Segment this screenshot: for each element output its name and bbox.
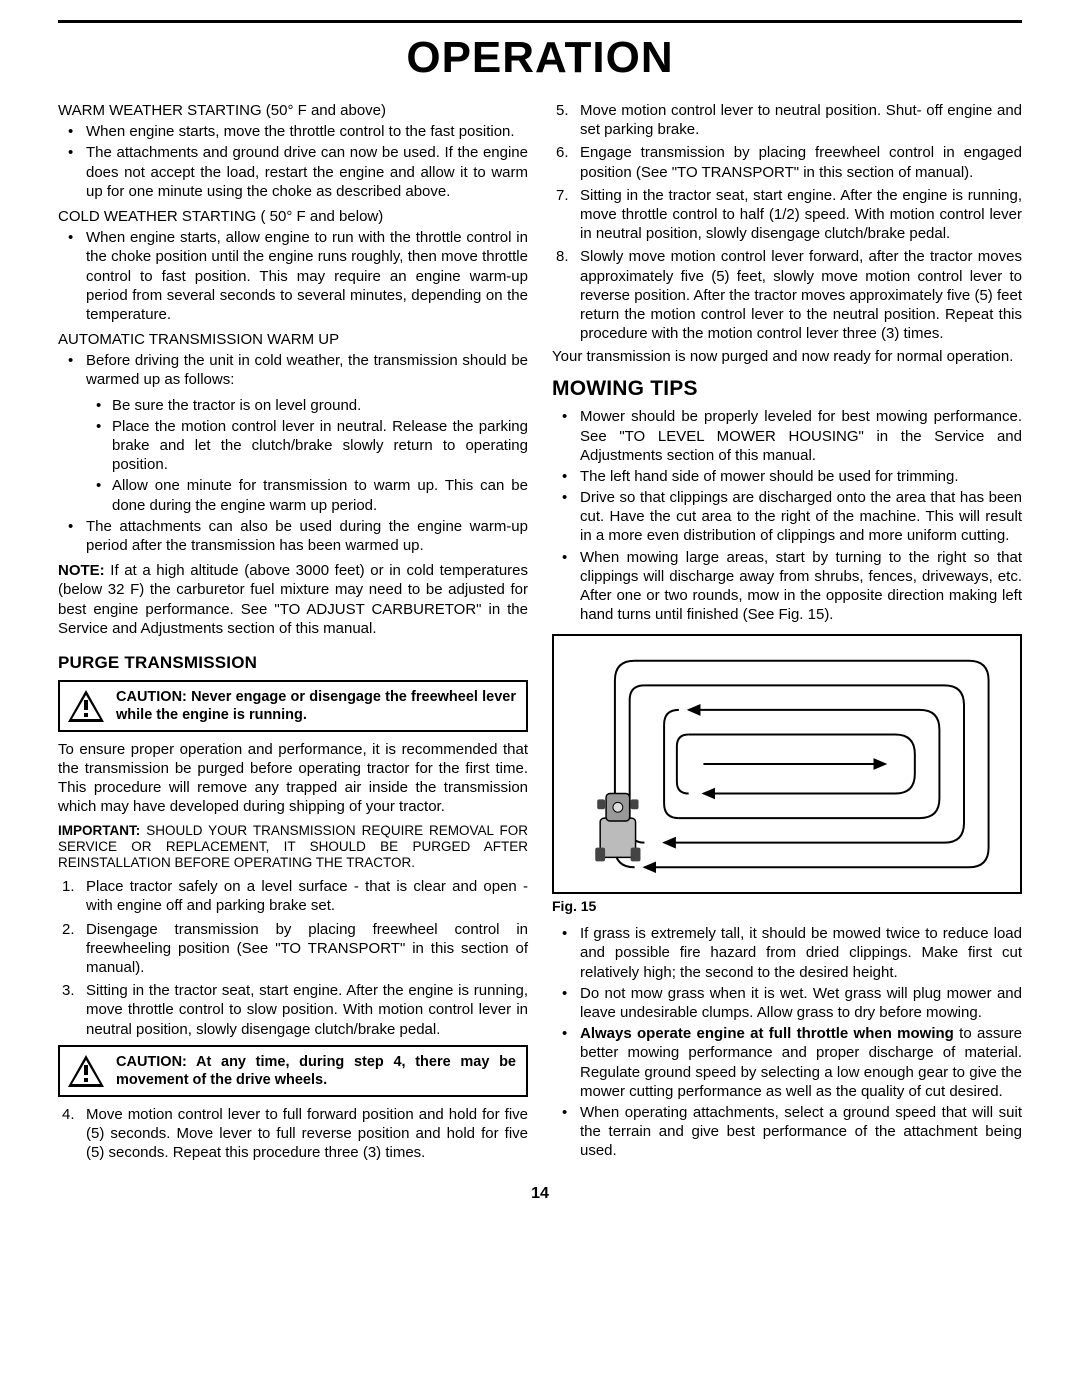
list-item: If grass is extremely tall, it should be… <box>552 924 1022 982</box>
warning-icon <box>66 1053 106 1089</box>
mowing-pattern-diagram <box>564 646 1010 882</box>
list-item: Mower should be properly leveled for bes… <box>552 407 1022 465</box>
list-item: Always operate engine at full throttle w… <box>552 1024 1022 1101</box>
note-text: If at a high altitude (above 3000 feet) … <box>58 562 528 637</box>
purge-transmission-title: PURGE TRANSMISSION <box>58 652 528 674</box>
list-item: Before driving the unit in cold weather,… <box>58 351 528 389</box>
right-column: Move motion control lever to neutral pos… <box>552 97 1022 1167</box>
figure-15-box <box>552 634 1022 894</box>
purge-paragraph: To ensure proper operation and performan… <box>58 740 528 817</box>
mowing-tips-list-2: If grass is extremely tall, it should be… <box>552 924 1022 1160</box>
caution-text: CAUTION: Never engage or disengage the f… <box>116 688 516 724</box>
caution-text: CAUTION: At any time, during step 4, the… <box>116 1053 516 1089</box>
mowing-tips-list-1: Mower should be properly leveled for bes… <box>552 407 1022 624</box>
note-label: NOTE: <box>58 562 105 579</box>
list-item: Place the motion control lever in neutra… <box>58 417 528 475</box>
list-item: The left hand side of mower should be us… <box>552 467 1022 486</box>
caution-box-2: CAUTION: At any time, during step 4, the… <box>58 1045 528 1097</box>
caution-box-1: CAUTION: Never engage or disengage the f… <box>58 680 528 732</box>
page-title: OPERATION <box>58 33 1022 83</box>
warm-weather-list: When engine starts, move the throttle co… <box>58 122 528 201</box>
altitude-note: NOTE: If at a high altitude (above 3000 … <box>58 561 528 638</box>
cold-weather-list: When engine starts, allow engine to run … <box>58 228 528 324</box>
important-label: IMPORTANT: <box>58 823 140 838</box>
step-item: Slowly move motion control lever forward… <box>552 247 1022 343</box>
step-item: Sitting in the tractor seat, start engin… <box>58 981 528 1039</box>
list-item: When engine starts, move the throttle co… <box>58 122 528 141</box>
left-column: WARM WEATHER STARTING (50° F and above) … <box>58 97 528 1167</box>
step-item: Place tractor safely on a level surface … <box>58 877 528 915</box>
mowing-tips-title: MOWING TIPS <box>552 376 1022 403</box>
purge-steps-1-3: Place tractor safely on a level surface … <box>58 877 528 1039</box>
step-item: Disengage transmission by placing freewh… <box>58 920 528 978</box>
figure-caption: Fig. 15 <box>552 898 1022 916</box>
step-item: Move motion control lever to full forwar… <box>58 1105 528 1163</box>
list-item: The attachments can also be used during … <box>58 517 528 555</box>
warm-weather-heading: WARM WEATHER STARTING (50° F and above) <box>58 101 528 120</box>
page-top-rule <box>58 20 1022 25</box>
auto-trans-heading: AUTOMATIC TRANSMISSION WARM UP <box>58 330 528 349</box>
step-item: Move motion control lever to neutral pos… <box>552 101 1022 139</box>
cold-weather-heading: COLD WEATHER STARTING ( 50° F and below) <box>58 207 528 226</box>
auto-trans-sublist: Be sure the tractor is on level ground. … <box>58 396 528 515</box>
step-item: Engage transmission by placing freewheel… <box>552 143 1022 181</box>
transmission-purged-text: Your transmission is now purged and now … <box>552 347 1022 366</box>
step-item: Sitting in the tractor seat, start engin… <box>552 186 1022 244</box>
auto-trans-list-2: The attachments can also be used during … <box>58 517 528 555</box>
warning-icon <box>66 688 106 724</box>
list-item: Do not mow grass when it is wet. Wet gra… <box>552 984 1022 1022</box>
list-item: The attachments and ground drive can now… <box>58 143 528 201</box>
list-item: When operating attachments, select a gro… <box>552 1103 1022 1161</box>
important-note: IMPORTANT: SHOULD YOUR TRANSMISSION REQU… <box>58 823 528 872</box>
list-item: Allow one minute for transmission to war… <box>58 476 528 514</box>
auto-trans-list: Before driving the unit in cold weather,… <box>58 351 528 389</box>
two-column-layout: WARM WEATHER STARTING (50° F and above) … <box>58 97 1022 1167</box>
list-item: Be sure the tractor is on level ground. <box>58 396 528 415</box>
bold-phrase: Always operate engine at full throttle w… <box>580 1025 954 1042</box>
purge-step-4: Move motion control lever to full forwar… <box>58 1105 528 1163</box>
list-item: When engine starts, allow engine to run … <box>58 228 528 324</box>
list-item: When mowing large areas, start by turnin… <box>552 548 1022 625</box>
purge-steps-5-8: Move motion control lever to neutral pos… <box>552 101 1022 343</box>
page-number: 14 <box>58 1185 1022 1203</box>
list-item: Drive so that clippings are discharged o… <box>552 488 1022 546</box>
